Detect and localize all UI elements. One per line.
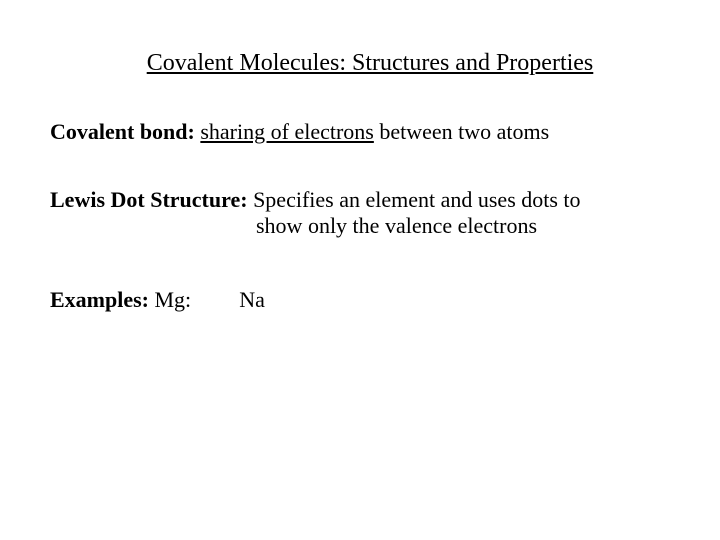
examples-line: Examples: Mg: Na <box>50 287 670 313</box>
definition-underlined: sharing of electrons <box>200 119 374 144</box>
example-element-2: Na <box>239 287 265 312</box>
definition-covalent-bond: Covalent bond: sharing of electrons betw… <box>50 119 670 145</box>
slide-content: Covalent Molecules: Structures and Prope… <box>0 0 720 313</box>
page-title: Covalent Molecules: Structures and Prope… <box>50 50 670 77</box>
term-lewis-dot: Lewis Dot Structure: <box>50 187 248 212</box>
example-element-1: Mg: <box>149 287 191 312</box>
definition-rest: between two atoms <box>374 119 549 144</box>
definition-lewis-dot-cont: show only the valence electrons <box>50 213 670 239</box>
definition-lewis-dot: Lewis Dot Structure: Specifies an elemen… <box>50 187 670 213</box>
term-covalent-bond: Covalent bond: <box>50 119 195 144</box>
definition-lewis-part1: Specifies an element and uses dots to <box>248 187 581 212</box>
examples-label: Examples: <box>50 287 149 312</box>
